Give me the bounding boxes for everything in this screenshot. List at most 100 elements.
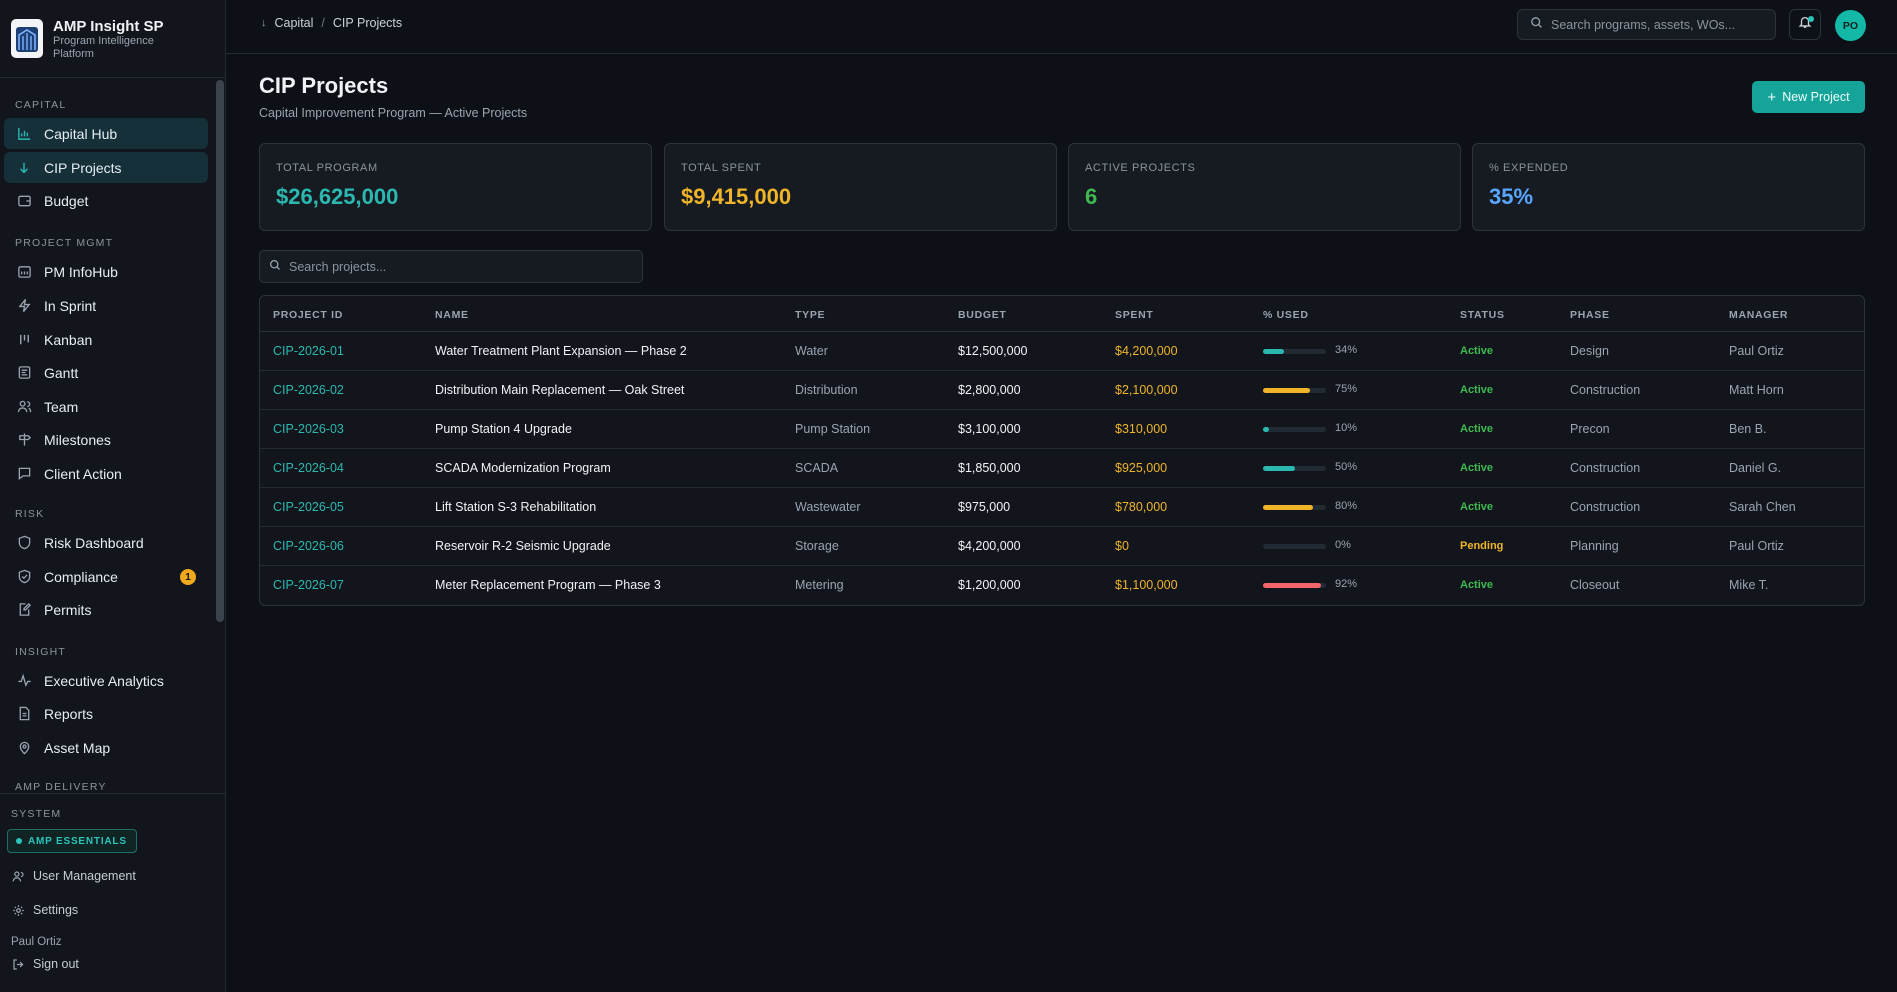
gantt-icon	[15, 364, 33, 382]
project-manager: Matt Horn	[1729, 383, 1784, 397]
table-row[interactable]: CIP-2026-03 Pump Station 4 Upgrade Pump St…	[260, 410, 1864, 449]
column-header-name[interactable]: NAME	[435, 309, 469, 321]
project-id-link[interactable]: CIP-2026-04	[273, 461, 344, 475]
sidebar-scrollbar[interactable]	[216, 80, 224, 622]
table-row[interactable]: CIP-2026-01 Water Treatment Plant Expansi…	[260, 332, 1864, 371]
project-id-link[interactable]: CIP-2026-01	[273, 344, 344, 358]
column-header-phase[interactable]: PHASE	[1570, 309, 1610, 321]
column-header-manager[interactable]: MANAGER	[1729, 309, 1789, 321]
percent-used-bar	[1263, 388, 1326, 393]
status-badge: Active	[1460, 345, 1494, 357]
project-id-link[interactable]: CIP-2026-02	[273, 383, 344, 397]
column-header-spent[interactable]: SPENT	[1115, 309, 1154, 321]
project-id-link[interactable]: CIP-2026-07	[273, 578, 344, 592]
global-search[interactable]	[1517, 9, 1776, 40]
sidebar-item-gantt[interactable]: Gantt	[4, 357, 208, 388]
signpost-icon	[15, 431, 33, 449]
sidebar-item-client-action[interactable]: Client Action	[4, 458, 208, 489]
project-spent: $2,100,000	[1115, 383, 1178, 397]
sidebar-item-label: Capital Hub	[44, 125, 118, 142]
percent-used-value: 75%	[1335, 383, 1358, 395]
column-header-project-id[interactable]: PROJECT ID	[273, 309, 344, 321]
project-name: Meter Replacement Program — Phase 3	[435, 578, 661, 592]
current-user-name: Paul Ortiz	[11, 936, 62, 948]
sidebar-item-permits[interactable]: Permits	[4, 594, 208, 625]
topbar: ↓ Capital / CIP Projects PO	[226, 0, 1897, 54]
project-budget: $975,000	[958, 500, 1011, 514]
sign-out-button[interactable]: Sign out	[11, 954, 79, 974]
project-id-link[interactable]: CIP-2026-03	[273, 422, 344, 436]
sidebar-item-in-sprint[interactable]: In Sprint	[4, 290, 208, 321]
users-icon	[11, 869, 25, 883]
settings-link[interactable]: Settings	[11, 900, 78, 920]
project-name: SCADA Modernization Program	[435, 461, 611, 475]
table-row[interactable]: CIP-2026-05 Lift Station S-3 Rehabilitati…	[260, 488, 1864, 527]
sidebar-item-capital-hub[interactable]: Capital Hub	[4, 118, 208, 149]
sidebar-item-pm-infohub[interactable]: PM InfoHub	[4, 256, 208, 287]
project-name: Distribution Main Replacement — Oak Stre…	[435, 383, 685, 397]
project-type: Distribution	[795, 383, 858, 397]
amp-essentials-badge[interactable]: AMP ESSENTIALS	[7, 829, 137, 853]
sidebar-item-reports[interactable]: Reports	[4, 698, 208, 729]
status-badge: Active	[1460, 501, 1494, 513]
breadcrumb-separator: /	[321, 16, 325, 30]
sidebar-item-label: CIP Projects	[44, 159, 122, 176]
project-name: Lift Station S-3 Rehabilitation	[435, 500, 597, 514]
percent-used-bar-fill	[1263, 583, 1321, 588]
project-search-input[interactable]	[289, 259, 629, 274]
page-subtitle: Capital Improvement Program — Active Pro…	[259, 106, 528, 120]
project-type: Metering	[795, 578, 844, 592]
sidebar-item-executive-analytics[interactable]: Executive Analytics	[4, 665, 208, 696]
project-budget: $2,800,000	[958, 383, 1021, 397]
gear-icon	[11, 903, 25, 917]
project-search[interactable]	[259, 250, 643, 283]
table-row[interactable]: CIP-2026-02 Distribution Main Replacement…	[260, 371, 1864, 410]
sidebar-item-milestones[interactable]: Milestones	[4, 424, 208, 455]
project-name: Pump Station 4 Upgrade	[435, 422, 572, 436]
column-header-budget[interactable]: BUDGET	[958, 309, 1007, 321]
sidebar-item-kanban[interactable]: Kanban	[4, 324, 208, 355]
project-phase: Closeout	[1570, 578, 1620, 592]
column-header-type[interactable]: TYPE	[795, 309, 826, 321]
sidebar-item-label: Compliance	[44, 568, 118, 585]
user-management-link[interactable]: User Management	[11, 866, 136, 886]
project-budget: $1,850,000	[958, 461, 1021, 475]
table-row[interactable]: CIP-2026-04 SCADA Modernization Program SC…	[260, 449, 1864, 488]
status-badge: Active	[1460, 579, 1494, 591]
percent-used-bar	[1263, 583, 1326, 588]
arrow-down-icon: ↓	[261, 17, 267, 29]
breadcrumb-item-current: CIP Projects	[332, 16, 403, 30]
sidebar-item-compliance[interactable]: Compliance 1	[4, 561, 208, 592]
sidebar-item-budget[interactable]: Budget	[4, 185, 208, 216]
project-id-link[interactable]: CIP-2026-06	[273, 539, 344, 553]
lightning-icon	[15, 297, 33, 315]
sidebar-item-cip-projects[interactable]: CIP Projects	[4, 152, 208, 183]
bell-icon	[1798, 15, 1812, 34]
calendar-grid-icon	[15, 263, 33, 281]
users-icon	[15, 398, 33, 416]
project-id-link[interactable]: CIP-2026-05	[273, 500, 344, 514]
column-header-percent-used[interactable]: % USED	[1263, 309, 1309, 321]
table-row[interactable]: CIP-2026-06 Reservoir R-2 Seismic Upgrade…	[260, 527, 1864, 566]
sidebar-item-label: Budget	[44, 192, 89, 209]
new-project-button[interactable]: + New Project	[1752, 81, 1865, 113]
project-phase: Construction	[1570, 500, 1641, 514]
breadcrumb-item-capital[interactable]: Capital	[274, 16, 314, 30]
brand-subtitle: Program Intelligence Platform	[53, 35, 154, 60]
building-logo-icon[interactable]	[11, 19, 43, 58]
notifications-button[interactable]	[1789, 9, 1821, 40]
project-name: Water Treatment Plant Expansion — Phase …	[435, 344, 687, 358]
sidebar-item-label: Permits	[44, 601, 92, 618]
brand-title: AMP Insight SP	[53, 18, 164, 35]
sidebar-item-risk-dashboard[interactable]: Risk Dashboard	[4, 527, 208, 558]
sidebar-item-label: Team	[44, 398, 79, 415]
column-header-status[interactable]: STATUS	[1460, 309, 1505, 321]
table-row[interactable]: CIP-2026-07 Meter Replacement Program — P…	[260, 566, 1864, 605]
brand-header: AMP Insight SP Program Intelligence Plat…	[0, 0, 225, 78]
avatar[interactable]: PO	[1835, 10, 1866, 41]
global-search-input[interactable]	[1551, 17, 1771, 32]
sidebar-item-asset-map[interactable]: Asset Map	[4, 732, 208, 763]
sidebar-item-team[interactable]: Team	[4, 391, 208, 422]
project-phase: Planning	[1570, 539, 1619, 553]
kpi-value: $9,415,000	[681, 184, 792, 209]
